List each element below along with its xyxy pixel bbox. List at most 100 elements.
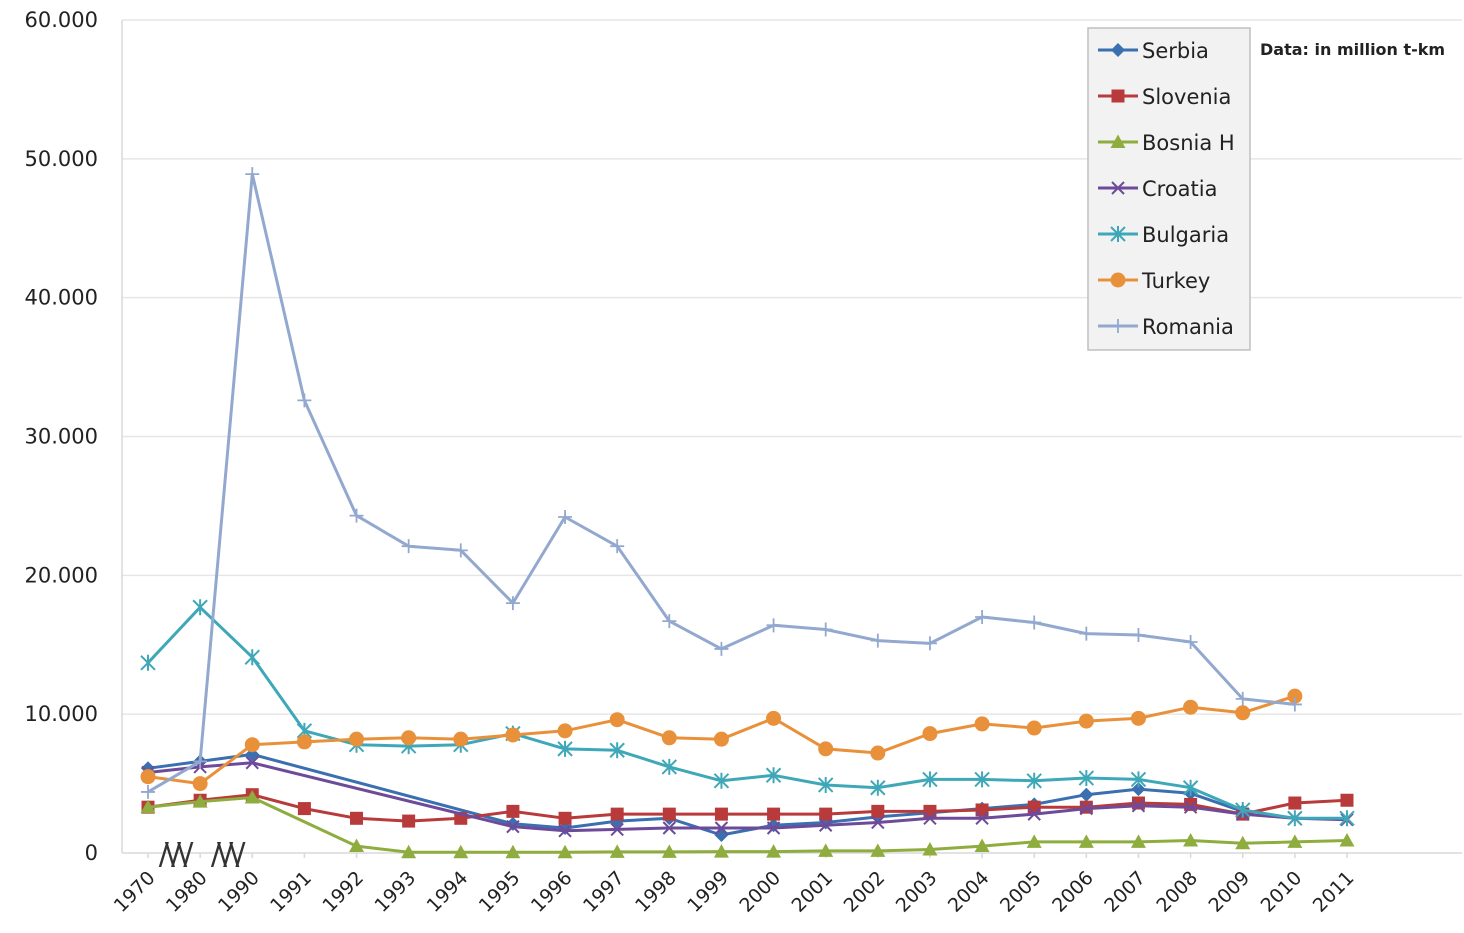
axis-break-mark: /\/\/ — [211, 837, 246, 872]
data-point — [610, 539, 625, 554]
data-point — [766, 821, 781, 835]
axes — [121, 20, 1462, 854]
data-point — [923, 804, 937, 818]
data-point — [505, 844, 521, 859]
y-tick-label: 20.000 — [25, 563, 98, 587]
data-point — [558, 510, 573, 525]
data-point — [974, 838, 990, 853]
x-tick-label: 1997 — [579, 867, 629, 917]
data-point — [974, 771, 990, 788]
y-tick-label: 60.000 — [25, 8, 98, 32]
data-point — [453, 543, 468, 558]
data-point — [1288, 796, 1302, 810]
data-point — [1131, 799, 1146, 813]
legend-label: Bulgaria — [1142, 223, 1229, 247]
data-point — [1235, 691, 1250, 706]
data-point — [975, 811, 989, 825]
data-point — [506, 804, 520, 818]
y-tick-label: 30.000 — [25, 425, 98, 449]
data-point — [1235, 801, 1251, 818]
legend-item-serbia: Serbia — [1098, 39, 1209, 63]
data-point — [1131, 782, 1146, 797]
data-point — [1110, 272, 1126, 288]
x-tick-label: 2008 — [1152, 867, 1202, 917]
y-tick-label: 0 — [85, 841, 98, 865]
x-tick-label: 2003 — [892, 867, 942, 917]
x-tick-label: 1992 — [318, 867, 368, 917]
data-point — [1111, 319, 1125, 333]
x-tick-label: 2009 — [1205, 867, 1255, 917]
data-point — [714, 641, 729, 656]
data-point — [141, 784, 155, 799]
legend-label: Serbia — [1142, 39, 1209, 63]
data-point — [1111, 181, 1125, 195]
y-axis-ticks: 0 10.000 20.000 30.000 40.000 50.000 60.000 — [25, 8, 98, 865]
data-point — [713, 844, 729, 858]
data-point — [1287, 810, 1303, 827]
data-point — [1131, 796, 1145, 810]
data-point — [296, 734, 312, 750]
legend-item-croatia: Croatia — [1098, 177, 1218, 201]
data-point — [557, 740, 573, 757]
series-bosnia-h — [140, 789, 1355, 859]
data-point — [870, 633, 885, 648]
data-point — [1027, 807, 1041, 821]
data-point — [140, 769, 156, 785]
series-line — [147, 761, 1348, 833]
data-point — [819, 807, 833, 821]
data-point — [558, 824, 572, 838]
data-point — [506, 819, 520, 834]
data-point — [609, 844, 625, 858]
data-point — [662, 821, 677, 835]
y-tick-label: 50.000 — [25, 147, 98, 171]
data-point — [1026, 720, 1042, 736]
data-point — [662, 614, 677, 629]
data-point — [192, 599, 208, 616]
data-point — [557, 723, 573, 739]
data-point — [714, 821, 729, 835]
x-tick-label: 1990 — [214, 867, 264, 917]
data-point — [401, 539, 416, 554]
data-point — [245, 167, 260, 182]
data-point — [1235, 705, 1251, 721]
data-point — [1110, 226, 1126, 242]
data-point — [140, 654, 156, 671]
data-point — [349, 731, 365, 747]
data-point — [1183, 833, 1199, 847]
data-point — [297, 393, 312, 408]
data-point — [870, 779, 886, 796]
x-tick-label: 2011 — [1309, 867, 1359, 917]
data-point — [610, 807, 624, 821]
x-tick-label: 1970 — [110, 867, 160, 917]
data-point — [818, 622, 833, 637]
legend-item-slovenia: Slovenia — [1098, 85, 1231, 109]
data-point — [1027, 800, 1041, 814]
data-point — [505, 727, 521, 743]
data-point — [349, 838, 365, 853]
legend-item-romania: Romania — [1098, 315, 1234, 339]
data-point — [505, 596, 520, 611]
x-tick-label: 1994 — [423, 867, 473, 917]
data-point — [349, 508, 364, 523]
x-tick-label: 2000 — [735, 867, 785, 917]
data-point — [922, 842, 938, 856]
legend-label: Croatia — [1142, 177, 1218, 201]
data-point — [1131, 628, 1146, 643]
axis-break-mark: /\/\/ — [159, 837, 194, 872]
series-line — [147, 752, 1244, 837]
data-point — [818, 818, 833, 832]
data-point — [297, 802, 311, 816]
data-point — [1287, 688, 1303, 704]
data-point — [870, 745, 886, 761]
data-point — [766, 710, 782, 726]
x-tick-label: 2006 — [1048, 867, 1098, 917]
legend-item-turkey: Turkey — [1098, 269, 1210, 293]
data-point — [350, 811, 364, 825]
data-unit-note: Data: in million t-km — [1260, 40, 1445, 59]
data-point — [193, 754, 208, 769]
y-tick-label: 10.000 — [25, 702, 98, 726]
x-tick-label: 2001 — [787, 867, 837, 917]
data-point — [713, 731, 729, 747]
data-point — [1287, 697, 1302, 712]
